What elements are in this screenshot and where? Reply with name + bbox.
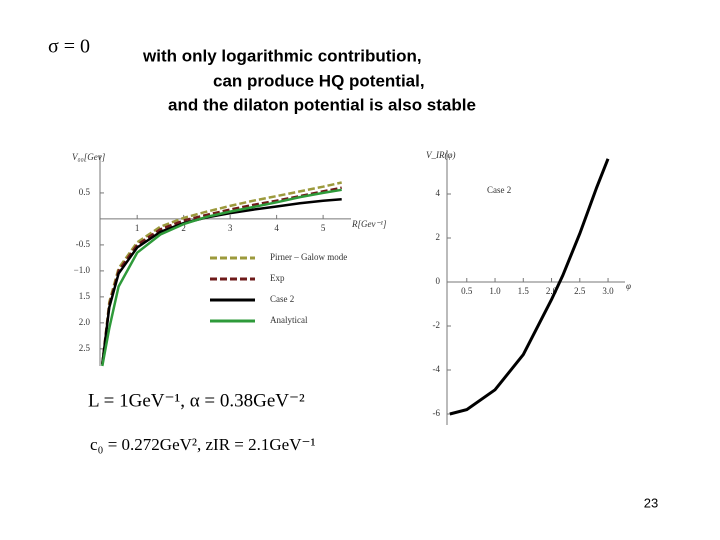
x-axis-label: R[Gev⁻¹]: [351, 219, 387, 229]
x-tick-label: 1.0: [489, 286, 501, 296]
y-tick-label: -0.5: [76, 239, 91, 249]
series-line: [449, 158, 610, 416]
series-line: [101, 188, 342, 367]
x-tick-label: 5: [321, 223, 326, 233]
y-tick-label: 2: [436, 232, 441, 242]
legend-label: Analytical: [270, 315, 308, 325]
title-line: with only logarithmic contribution,: [142, 46, 422, 65]
title-line: and the dilaton potential is also stable: [168, 95, 476, 114]
y-tick-label: 0.5: [79, 187, 91, 197]
equation: c₀ = 0.272GeV², zIR = 2.1GeV⁻¹: [90, 435, 316, 454]
x-tick-label: 1: [135, 223, 140, 233]
y-tick-label: 1.5: [79, 291, 91, 301]
y-axis-label: V₀₀[Gev]: [72, 152, 106, 162]
y-tick-label: -6: [433, 408, 441, 418]
y-tick-label: 4: [436, 188, 441, 198]
page-number: 23: [644, 495, 658, 510]
equation: L = 1GeV⁻¹, α = 0.38GeV⁻²: [88, 390, 305, 411]
y-tick-label: 2.0: [79, 317, 91, 327]
y-tick-label: -2: [433, 320, 441, 330]
legend-label: Case 2: [487, 185, 511, 195]
x-axis-label: φ: [626, 281, 631, 291]
x-tick-label: 4: [274, 223, 279, 233]
series-line: [101, 181, 342, 365]
x-tick-label: 2: [181, 223, 186, 233]
x-tick-label: 3: [228, 223, 233, 233]
legend-label: Pirner – Galow mode: [270, 252, 347, 262]
series-line: [101, 186, 342, 365]
y-axis-label: V_IR(φ): [426, 150, 455, 160]
y-tick-label: -4: [433, 364, 441, 374]
title-line: can produce HQ potential,: [213, 71, 425, 90]
x-tick-label: 3.0: [602, 286, 614, 296]
x-tick-label: 0.5: [461, 286, 473, 296]
legend-label: Exp: [270, 273, 285, 283]
x-tick-label: 2.5: [574, 286, 586, 296]
y-tick-label: −1.0: [74, 265, 91, 275]
y-tick-label: 2.5: [79, 343, 91, 353]
x-tick-label: 2.0: [546, 286, 558, 296]
y-tick-label: 0: [436, 276, 441, 286]
legend-label: Case 2: [270, 294, 294, 304]
x-tick-label: 1.5: [518, 286, 530, 296]
sigma-equation: σ = 0: [48, 36, 90, 58]
